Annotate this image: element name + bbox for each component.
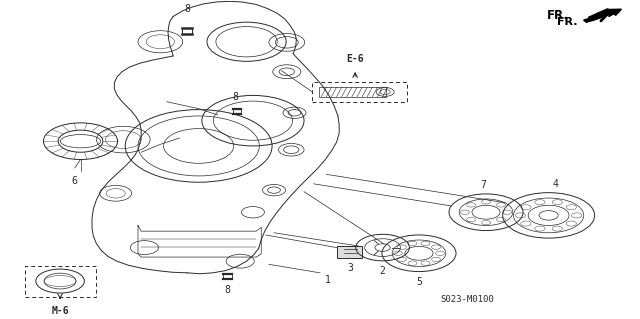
Text: M-6: M-6 — [51, 306, 69, 316]
Text: FR.: FR. — [547, 9, 569, 22]
Text: 4: 4 — [552, 179, 558, 189]
Text: FR.: FR. — [557, 17, 577, 27]
Bar — [337, 246, 362, 258]
Bar — [25, 266, 97, 297]
FancyArrow shape — [584, 9, 621, 22]
Text: 6: 6 — [71, 176, 77, 186]
Text: 1: 1 — [324, 275, 331, 285]
Text: 3: 3 — [348, 263, 353, 273]
Text: 8: 8 — [184, 4, 190, 14]
Text: E-6: E-6 — [346, 54, 364, 64]
Text: 5: 5 — [416, 277, 422, 287]
Text: 8: 8 — [225, 285, 230, 295]
Text: S023-M0100: S023-M0100 — [440, 295, 493, 305]
Text: 7: 7 — [480, 180, 486, 190]
Polygon shape — [588, 9, 615, 18]
Bar — [312, 82, 407, 102]
Text: 2: 2 — [380, 266, 385, 276]
Bar — [319, 87, 386, 97]
Text: 8: 8 — [233, 92, 239, 102]
